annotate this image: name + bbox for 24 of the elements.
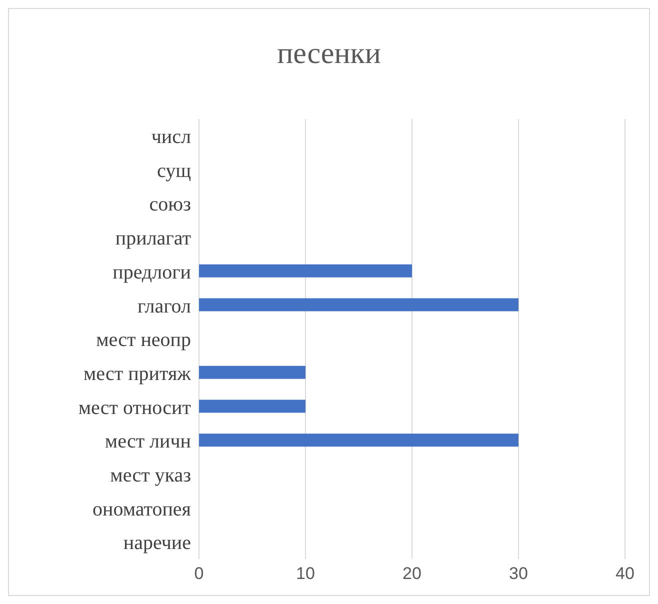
bar <box>199 264 412 278</box>
y-tick-label: мест личн <box>104 430 192 453</box>
y-tick-label: мест относит <box>78 396 192 419</box>
bar <box>199 434 518 447</box>
y-tick-label: предлоги <box>112 261 192 284</box>
x-tick-label: 10 <box>296 564 315 584</box>
x-tick-label: 40 <box>616 564 634 584</box>
bar <box>199 298 518 312</box>
y-tick-label: глагол <box>138 295 192 318</box>
x-tick-label: 30 <box>509 564 528 584</box>
y-tick-label: мест притяж <box>83 362 192 385</box>
bar <box>199 400 306 413</box>
x-tick-label: 20 <box>402 564 422 584</box>
y-tick-label: мест указ <box>110 464 192 486</box>
y-tick-label: прилагат <box>115 228 192 250</box>
y-tick-label: наречие <box>123 532 192 554</box>
y-tick-label: числ <box>151 126 192 148</box>
bar <box>199 366 306 379</box>
y-tick-label: ономатопея <box>92 498 191 520</box>
y-tick-label: сущ <box>156 160 191 182</box>
x-tick-label: 0 <box>194 564 204 584</box>
y-tick-label: мест неопр <box>96 329 191 352</box>
y-tick-label: союз <box>149 194 192 216</box>
chart-title: песенки <box>276 36 382 72</box>
